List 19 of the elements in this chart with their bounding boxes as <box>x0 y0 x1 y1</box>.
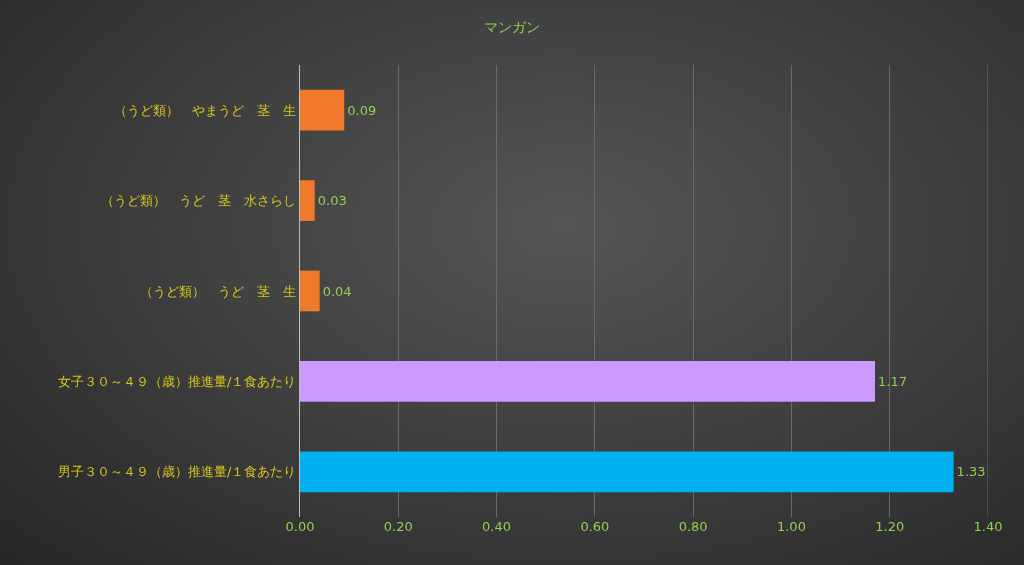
text: 1.20 <box>875 519 905 534</box>
text: 0.20 <box>383 519 413 534</box>
y-tick-label: （うど類） うど 茎 水さらし <box>101 193 297 209</box>
y-tick-label: 男子３０～４９（歳）推進量/１食あたり <box>58 464 297 480</box>
text: 0.80 <box>678 519 708 534</box>
text: 1.40 <box>973 519 1003 534</box>
data-label: 0.03 <box>317 193 347 209</box>
data-label: 1.17 <box>877 373 907 389</box>
text: 0.40 <box>482 519 512 534</box>
data-label: 0.09 <box>347 102 377 118</box>
y-tick-label: 女子３０～４９（歳）推進量/１食あたり <box>58 373 297 389</box>
y-tick-label: （うど類） やまうど 茎 生 <box>114 102 297 118</box>
text: 0.60 <box>580 519 610 534</box>
chart-title: マンガン <box>484 19 540 36</box>
text: 1.00 <box>776 519 806 534</box>
data-label: 0.04 <box>322 283 352 299</box>
text: 0.00 <box>285 519 315 534</box>
data-label: 1.33 <box>956 464 986 480</box>
y-tick-label: （うど類） うど 茎 生 <box>140 283 297 299</box>
